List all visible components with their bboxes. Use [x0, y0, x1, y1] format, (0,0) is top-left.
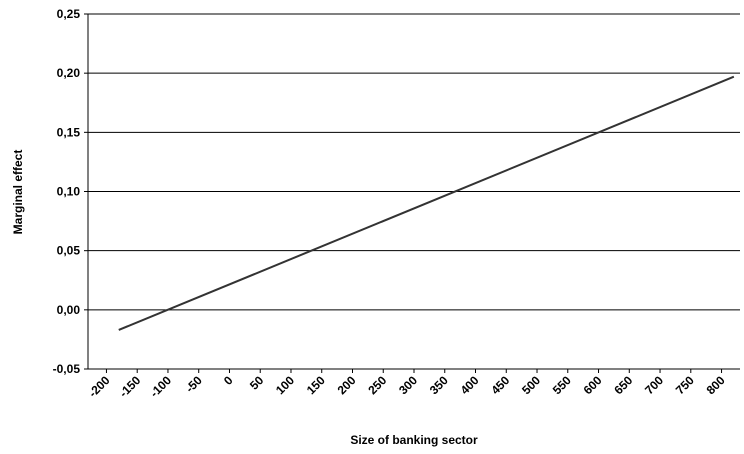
x-tick-label: 200: [335, 373, 359, 397]
x-tick-label: -150: [116, 373, 143, 400]
y-tick-label: 0,10: [57, 185, 81, 199]
x-tick-label: -200: [86, 373, 113, 400]
x-tick-label: 250: [365, 373, 389, 397]
x-tick-label: 600: [581, 373, 605, 397]
y-tick-label: 0,25: [57, 7, 81, 21]
x-tick-label: 0: [221, 373, 236, 388]
x-tick-label: 350: [427, 373, 451, 397]
x-tick-label: 700: [642, 373, 666, 397]
x-tick-label: 650: [611, 373, 635, 397]
x-tick-label: -100: [147, 373, 174, 400]
y-tick-label: 0,20: [57, 66, 81, 80]
x-tick-label: 550: [550, 373, 574, 397]
x-tick-label: 750: [673, 373, 697, 397]
x-tick-label: 400: [458, 373, 482, 397]
y-tick-label: 0,15: [57, 125, 81, 139]
x-axis-title: Size of banking sector: [350, 433, 478, 447]
x-tick-label: 800: [704, 373, 728, 397]
x-tick-label: 100: [273, 373, 297, 397]
x-tick-label: 500: [519, 373, 543, 397]
x-tick-label: 150: [304, 373, 328, 397]
y-tick-label: 0,05: [57, 244, 81, 258]
y-tick-label: -0,05: [53, 362, 81, 376]
x-tick-label: 300: [396, 373, 420, 397]
x-tick-label: -50: [183, 373, 205, 395]
data-line: [118, 75, 735, 331]
x-tick-label: 450: [488, 373, 512, 397]
x-tick-label: 50: [247, 373, 267, 393]
y-axis-title: Marginal effect: [11, 150, 25, 235]
y-tick-label: 0,00: [57, 303, 81, 317]
